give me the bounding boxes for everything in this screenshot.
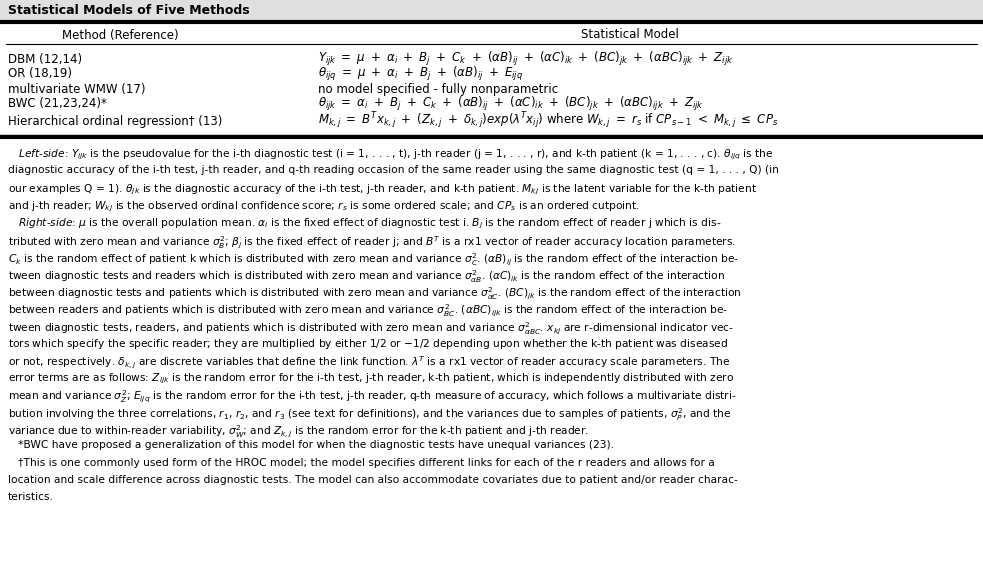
- Text: $Y_{ijk}\ =\ \mu\ +\ \alpha_i\ +\ B_j\ +\ C_k\ +\ (\alpha B)_{ij}\ +\ (\alpha C): $Y_{ijk}\ =\ \mu\ +\ \alpha_i\ +\ B_j\ +…: [318, 50, 733, 68]
- Text: diagnostic accuracy of the i-th test, j-th reader, and q-th reading occasion of : diagnostic accuracy of the i-th test, j-…: [8, 165, 779, 175]
- Text: mean and variance $\sigma_Z^2$; $E_{ijq}$ is the random error for the i-th test,: mean and variance $\sigma_Z^2$; $E_{ijq}…: [8, 389, 736, 406]
- Text: location and scale difference across diagnostic tests. The model can also accomm: location and scale difference across dia…: [8, 475, 738, 485]
- Text: $\theta_{ijq}\ =\ \mu\ +\ \alpha_i\ +\ B_j\ +\ (\alpha B)_{ij}\ +\ E_{ijq}$: $\theta_{ijq}\ =\ \mu\ +\ \alpha_i\ +\ B…: [318, 65, 523, 83]
- Text: tors which specify the specific reader; they are multiplied by either 1/2 or $-$: tors which specify the specific reader; …: [8, 337, 728, 351]
- Text: tween diagnostic tests and readers which is distributed with zero mean and varia: tween diagnostic tests and readers which…: [8, 268, 725, 285]
- Text: between diagnostic tests and patients which is distributed with zero mean and va: between diagnostic tests and patients wh…: [8, 285, 741, 302]
- Text: Statistical Models of Five Methods: Statistical Models of Five Methods: [8, 5, 250, 18]
- Text: or not, respectively. $\delta_{k,j}$ are discrete variables that define the link: or not, respectively. $\delta_{k,j}$ are…: [8, 354, 730, 371]
- Text: Statistical Model: Statistical Model: [581, 29, 679, 41]
- Text: teristics.: teristics.: [8, 492, 54, 502]
- Text: Hierarchical ordinal regression† (13): Hierarchical ordinal regression† (13): [8, 115, 222, 128]
- Text: bution involving the three correlations, $r_1$, $r_2$, and $r_3$ (see text for d: bution involving the three correlations,…: [8, 406, 731, 423]
- Text: $\theta_{ijk}\ =\ \alpha_i\ +\ B_j\ +\ C_k\ +\ (\alpha B)_{ij}\ +\ (\alpha C)_{i: $\theta_{ijk}\ =\ \alpha_i\ +\ B_j\ +\ C…: [318, 95, 704, 113]
- Text: $M_{k,j}\ =\ B^Tx_{k,j}\ +\ (Z_{k,j}\ +\ \delta_{k,j})exp(\lambda^Tx_{ij})$ wher: $M_{k,j}\ =\ B^Tx_{k,j}\ +\ (Z_{k,j}\ +\…: [318, 111, 779, 131]
- Text: and j-th reader; $W_{kj}$ is the observed ordinal confidence score; $r_s$ is som: and j-th reader; $W_{kj}$ is the observe…: [8, 199, 640, 214]
- Text: tributed with zero mean and variance $\sigma_B^2$; $\beta_j$ is the fixed effect: tributed with zero mean and variance $\s…: [8, 234, 736, 250]
- Text: our examples Q = 1). $\theta_{jk}$ is the diagnostic accuracy of the i-th test, : our examples Q = 1). $\theta_{jk}$ is th…: [8, 182, 757, 197]
- Text: $\mathit{Right}$-$\mathit{side}$: $\mu$ is the overall population mean. $\alpha_: $\mathit{Right}$-$\mathit{side}$: $\mu$ …: [8, 217, 722, 231]
- Text: *BWC have proposed a generalization of this model for when the diagnostic tests : *BWC have proposed a generalization of t…: [8, 441, 614, 450]
- Bar: [0, 0, 983, 22]
- Text: Method (Reference): Method (Reference): [62, 29, 178, 41]
- Text: variance due to within-reader variability, $\sigma_W^2$; and $Z_{k,j}$ is the ra: variance due to within-reader variabilit…: [8, 423, 589, 440]
- Text: error terms are as follows: $Z_{ijk}$ is the random error for the i-th test, j-t: error terms are as follows: $Z_{ijk}$ is…: [8, 372, 734, 386]
- Text: DBM (12,14): DBM (12,14): [8, 53, 83, 65]
- Text: no model specified - fully nonparametric: no model specified - fully nonparametric: [318, 83, 558, 96]
- Text: †This is one commonly used form of the HROC model; the model specifies different: †This is one commonly used form of the H…: [8, 458, 715, 468]
- Text: between readers and patients which is distributed with zero mean and variance $\: between readers and patients which is di…: [8, 303, 728, 319]
- Text: $\mathit{Left}$-$\mathit{side}$: $Y_{ijk}$ is the pseudovalue for the i-th diagn: $\mathit{Left}$-$\mathit{side}$: $Y_{ijk…: [8, 148, 774, 162]
- Text: BWC (21,23,24)*: BWC (21,23,24)*: [8, 97, 107, 111]
- Text: OR (18,19): OR (18,19): [8, 68, 72, 80]
- Text: multivariate WMW (17): multivariate WMW (17): [8, 83, 145, 96]
- Text: $C_k$ is the random effect of patient k which is distributed with zero mean and : $C_k$ is the random effect of patient k …: [8, 251, 739, 268]
- Text: tween diagnostic tests, readers, and patients which is distributed with zero mea: tween diagnostic tests, readers, and pat…: [8, 320, 734, 336]
